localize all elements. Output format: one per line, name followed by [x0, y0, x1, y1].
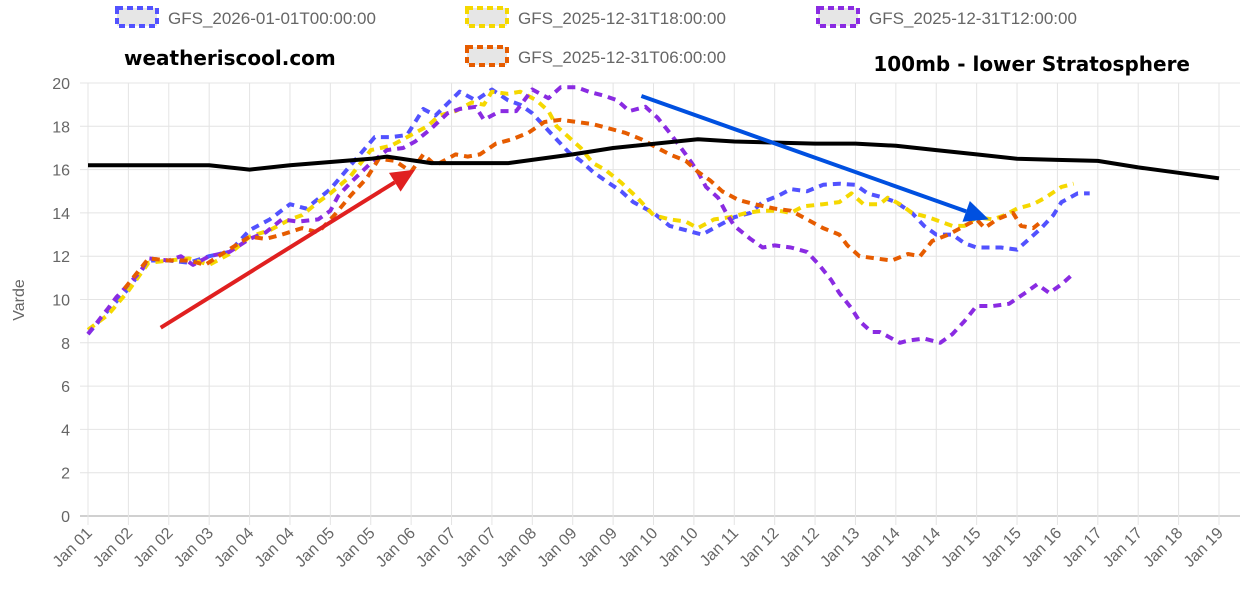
x-tick-label: Jan 07 — [413, 525, 459, 571]
x-tick-label: Jan 07 — [454, 525, 500, 571]
annotation-arrows — [159, 94, 989, 330]
y-axis-label: Varde — [11, 279, 28, 321]
x-tick-label: Jan 18 — [1140, 525, 1186, 571]
arrow-shaft — [159, 180, 396, 330]
legend: GFS_2026-01-01T00:00:00 GFS_2025-12-31T18… — [115, 6, 1077, 67]
x-tick-label: Jan 05 — [292, 525, 338, 571]
x-tick-label: Jan 02 — [131, 525, 177, 571]
x-tick-label: Jan 15 — [938, 525, 984, 571]
legend-item: GFS_2025-12-31T06:00:00 — [465, 45, 726, 67]
y-tick-label: 16 — [52, 163, 70, 180]
y-tick-label: 12 — [52, 249, 70, 266]
series-line-3 — [122, 117, 1043, 290]
legend-label: GFS_2026-01-01T00:00:00 — [168, 9, 376, 28]
grid — [80, 82, 1240, 525]
series-lines — [86, 85, 1220, 345]
x-tick-label: Jan 04 — [211, 525, 257, 571]
x-tick-label: Jan 11 — [697, 525, 742, 570]
x-tick-label: Jan 02 — [90, 525, 136, 571]
x-tick-label: Jan 13 — [817, 525, 863, 571]
x-tick-label: Jan 17 — [1100, 525, 1146, 571]
y-tick-label: 14 — [52, 206, 70, 223]
x-tick-label: Jan 14 — [858, 525, 904, 571]
x-tick-label: Jan 14 — [898, 525, 944, 571]
arrow-head-icon — [962, 200, 989, 222]
legend-swatch — [465, 45, 509, 67]
y-tick-label: 8 — [61, 336, 70, 353]
series-line-2 — [86, 85, 1075, 345]
x-tick-label: Jan 10 — [615, 525, 661, 571]
x-tick-label: Jan 17 — [1060, 525, 1106, 571]
x-tick-label: Jan 03 — [171, 525, 217, 571]
y-tick-label: 6 — [61, 379, 70, 396]
level-annotation: 100mb - lower Stratosphere — [873, 52, 1190, 76]
y-tick-label: 20 — [52, 76, 70, 93]
x-tick-label: Jan 10 — [656, 525, 702, 571]
x-tick-label: Jan 12 — [737, 525, 783, 571]
y-tick-label: 2 — [61, 466, 70, 483]
reference-line — [88, 137, 1220, 181]
x-tick-label: Jan 04 — [252, 525, 298, 571]
legend-swatch — [115, 6, 159, 28]
x-tick-label: Jan 08 — [494, 525, 540, 571]
legend-label: GFS_2025-12-31T06:00:00 — [518, 48, 726, 67]
y-tick-label: 18 — [52, 119, 70, 136]
x-tick-label: Jan 16 — [1019, 525, 1065, 571]
legend-swatch — [816, 6, 860, 28]
legend-item: GFS_2025-12-31T12:00:00 — [816, 6, 1077, 28]
legend-item: GFS_2026-01-01T00:00:00 — [115, 6, 376, 28]
series-line-1 — [86, 89, 1075, 332]
legend-swatch — [465, 6, 509, 28]
x-tick-label: Jan 09 — [575, 525, 621, 571]
y-tick-label: 10 — [52, 293, 70, 310]
x-tick-label: Jan 09 — [535, 525, 581, 571]
legend-item: GFS_2025-12-31T18:00:00 — [465, 6, 726, 28]
y-axis-ticks: 0 2 4 6 8 10 12 14 16 18 20 — [52, 76, 70, 526]
x-tick-label: Jan 05 — [333, 525, 379, 571]
legend-label: GFS_2025-12-31T12:00:00 — [869, 9, 1077, 28]
x-tick-label: Jan 01 — [50, 525, 96, 571]
y-tick-label: 4 — [61, 422, 70, 439]
legend-label: GFS_2025-12-31T18:00:00 — [518, 9, 726, 28]
x-tick-label: Jan 12 — [777, 525, 823, 571]
site-annotation: weatheriscool.com — [124, 46, 336, 70]
arrow-head-icon — [388, 169, 416, 192]
arrow-shaft — [640, 94, 967, 214]
x-tick-label: Jan 06 — [373, 525, 419, 571]
y-tick-label: 0 — [61, 509, 70, 526]
x-tick-label: Jan 15 — [979, 525, 1025, 571]
x-tick-label: Jan 19 — [1181, 525, 1227, 571]
